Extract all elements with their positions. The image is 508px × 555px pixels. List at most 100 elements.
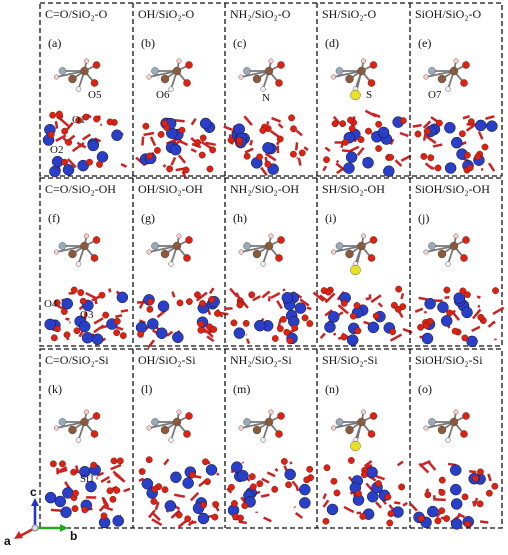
axis-label: b: [70, 529, 77, 543]
o-atom: [339, 120, 345, 126]
atom: [239, 75, 244, 80]
o-atom: [302, 315, 308, 321]
o-atom: [280, 316, 286, 322]
o-atom: [299, 150, 305, 156]
o-atom: [285, 482, 291, 488]
bond: [424, 133, 426, 140]
atom: [358, 418, 366, 426]
atom: [147, 426, 152, 431]
atom: [424, 426, 429, 431]
si-atom: [117, 292, 128, 303]
o-atom: [256, 154, 262, 160]
bond: [413, 125, 422, 127]
bond: [488, 474, 490, 481]
o-atom: [464, 521, 470, 527]
o-atom: [99, 292, 105, 298]
si-atom: [451, 137, 462, 148]
atom: [275, 430, 282, 437]
si-atom: [79, 321, 90, 332]
si-atom: [88, 140, 99, 151]
o-atom: [236, 137, 242, 143]
si-atom: [82, 332, 93, 343]
o-atom: [146, 457, 152, 463]
o-atom: [284, 329, 290, 335]
bond: [342, 150, 351, 151]
bond: [431, 167, 434, 169]
atom: [438, 250, 446, 258]
bond: [113, 471, 123, 479]
atom: [424, 250, 429, 255]
o-atom: [472, 475, 478, 481]
atom: [161, 426, 169, 434]
panel-label: (k): [48, 382, 62, 396]
o-atom: [398, 484, 404, 490]
o-atom: [107, 488, 113, 494]
bond: [107, 481, 110, 483]
atom: [428, 242, 435, 249]
o-atom: [468, 119, 474, 125]
si-atom: [200, 118, 211, 129]
o-atom: [387, 154, 393, 160]
o-atom: [48, 131, 54, 137]
si-atom: [172, 332, 183, 343]
o-atom: [244, 153, 250, 159]
o-atom: [50, 461, 56, 467]
o-atom: [154, 147, 160, 153]
o-atom: [354, 302, 360, 308]
atom: [161, 250, 169, 258]
si-atom: [441, 315, 452, 326]
o-atom: [231, 320, 237, 326]
o-atom: [415, 131, 421, 137]
o-atom: [147, 153, 153, 159]
atom: [185, 236, 192, 243]
o-atom: [373, 313, 379, 319]
o-atom: [347, 117, 353, 123]
o-atom: [177, 300, 183, 306]
atom: [239, 426, 244, 431]
atom: [185, 61, 192, 68]
bond: [210, 288, 214, 293]
o-atom: [486, 490, 492, 496]
o-atom: [72, 490, 78, 496]
bond: [243, 462, 244, 463]
bond: [391, 335, 402, 341]
bond: [324, 500, 329, 507]
panel-title: SH/SiO₂-OH: [322, 182, 385, 196]
bond: [494, 321, 495, 323]
row-frame: [40, 349, 502, 528]
bond: [403, 329, 412, 333]
bond: [296, 513, 303, 518]
panel-title: SiOH/SiO₂-O: [415, 7, 482, 21]
atom: [336, 418, 343, 425]
o-atom: [102, 312, 108, 318]
o-atom: [341, 334, 347, 340]
o-atom: [176, 512, 182, 518]
atom: [275, 254, 282, 261]
o-atom: [478, 314, 484, 320]
o-atom: [464, 291, 470, 297]
origin: [32, 525, 38, 531]
atom: [446, 262, 451, 267]
bond: [247, 339, 249, 344]
panel-label: (l): [141, 382, 152, 396]
bond: [65, 319, 69, 320]
o-atom: [435, 165, 441, 171]
atom: [243, 67, 250, 74]
panel-label: (g): [141, 211, 155, 225]
o-atom: [288, 115, 294, 121]
c-arrowhead: [31, 498, 39, 506]
o-atom: [423, 322, 429, 328]
bond: [230, 289, 237, 297]
bond: [469, 471, 476, 472]
si-atom: [206, 464, 217, 475]
atom: [91, 430, 98, 437]
si-atom: [165, 500, 176, 511]
bond: [144, 133, 154, 135]
atom: [84, 59, 89, 64]
panel-title: OH/SiO₂-OH: [138, 182, 203, 196]
bond: [344, 507, 354, 512]
panel: SiOH/SiO₂-OH(j): [415, 182, 504, 347]
o-atom: [231, 500, 237, 506]
si-atom: [363, 157, 374, 168]
